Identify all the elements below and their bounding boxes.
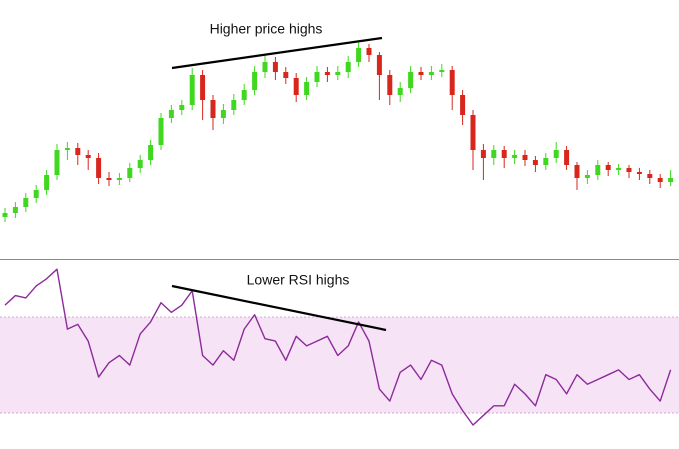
candle-body: [158, 118, 164, 145]
candle-body: [75, 148, 81, 155]
candle-body: [543, 158, 549, 165]
candle-body: [636, 172, 642, 174]
candle-body: [44, 175, 50, 190]
rsi-annotation: Lower RSI highs: [247, 272, 350, 288]
candle-body: [564, 150, 570, 165]
candle-body: [272, 62, 278, 72]
candle-body: [345, 62, 351, 72]
candle-body: [137, 160, 143, 168]
candle-body: [252, 72, 258, 90]
candle-body: [439, 70, 445, 72]
candle-body: [96, 158, 102, 178]
candle-body: [512, 155, 518, 158]
candle-body: [449, 70, 455, 95]
price-annotation: Higher price highs: [210, 21, 323, 37]
candle-body: [64, 148, 70, 150]
candle-body: [106, 178, 112, 180]
candle-body: [189, 75, 195, 105]
candle-body: [210, 100, 216, 118]
candle-body: [231, 100, 237, 110]
candle-body: [356, 48, 362, 62]
candle-body: [314, 72, 320, 82]
candle-body: [200, 75, 206, 100]
candle-body: [220, 110, 226, 118]
candle-body: [595, 165, 601, 175]
rsi-band: [0, 317, 679, 414]
candle-body: [657, 178, 663, 182]
candle-body: [626, 168, 632, 172]
rsi-line: [4, 268, 672, 426]
candle-body: [418, 72, 424, 75]
candle-body: [470, 115, 476, 150]
candle-group: [2, 42, 674, 222]
price-trend-line: [171, 36, 383, 70]
candle-body: [293, 78, 299, 95]
candle-body: [23, 198, 29, 207]
candle-body: [283, 72, 289, 78]
candle-body: [616, 168, 622, 170]
rsi-group: [4, 268, 672, 426]
candle-body: [366, 48, 372, 55]
candle-body: [127, 168, 133, 178]
candle-body: [480, 150, 486, 158]
candle-body: [668, 178, 674, 182]
candle-body: [574, 165, 580, 178]
candle-body: [12, 207, 18, 213]
candle-body: [33, 190, 39, 198]
candle-body: [241, 90, 247, 100]
candle-body: [387, 75, 393, 95]
candle-body: [532, 160, 538, 165]
candle-body: [304, 82, 310, 95]
candle-body: [168, 110, 174, 118]
candle-body: [522, 155, 528, 160]
candle-body: [584, 175, 590, 178]
candle-body: [428, 72, 434, 75]
rsi-trend-line: [171, 284, 387, 332]
candle-body: [491, 150, 497, 158]
candle-body: [54, 150, 60, 175]
candle-body: [397, 88, 403, 95]
candle-body: [553, 150, 559, 158]
candle-body: [85, 155, 91, 158]
candle-body: [2, 213, 8, 217]
candle-body: [647, 174, 653, 178]
rsi-band-group: [0, 316, 679, 414]
candle-body: [324, 72, 330, 75]
candle-body: [501, 150, 507, 158]
candle-body: [148, 145, 154, 160]
candle-body: [605, 165, 611, 170]
candle-body: [116, 178, 122, 180]
candle-body: [262, 62, 268, 72]
candle-body: [335, 72, 341, 75]
candle-body: [408, 72, 414, 88]
candle-body: [376, 55, 382, 75]
candle-body: [179, 105, 185, 110]
candle-body: [460, 95, 466, 115]
